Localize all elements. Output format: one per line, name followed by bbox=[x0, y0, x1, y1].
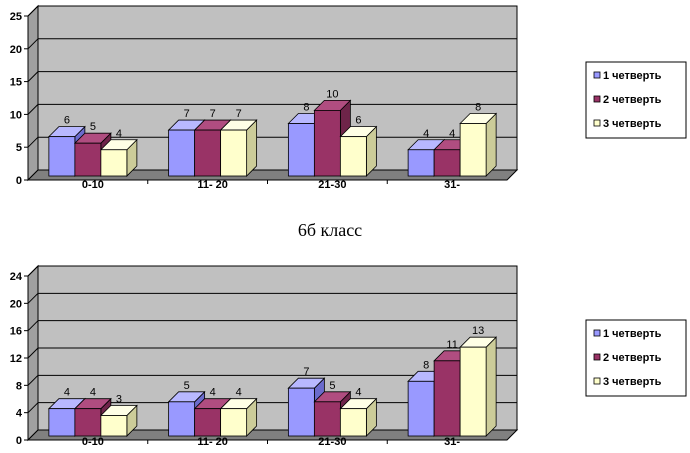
data-label: 7 bbox=[236, 108, 242, 120]
bar bbox=[287, 377, 326, 437]
data-label: 7 bbox=[303, 366, 309, 378]
gridline-side bbox=[27, 347, 39, 359]
y-tick-label: 20 bbox=[10, 44, 22, 56]
y-tick-label: 15 bbox=[10, 77, 22, 89]
legend-swatch bbox=[593, 377, 601, 385]
legend: 1 четверть 2 четверть 3 четверть bbox=[585, 319, 687, 397]
x-tick-label: 11- 20 bbox=[197, 179, 228, 191]
legend-label: 1 четверть bbox=[603, 70, 662, 82]
data-label: 4 bbox=[236, 387, 242, 399]
x-tick-label: 0-10 bbox=[82, 179, 104, 191]
x-tick-label: 31- bbox=[444, 436, 460, 448]
legend-label: 2 четверть bbox=[603, 352, 662, 364]
x-tick-label: 31- bbox=[444, 179, 460, 191]
bar bbox=[339, 125, 378, 177]
legend-swatch bbox=[593, 119, 601, 127]
y-tick-label: 10 bbox=[10, 109, 22, 121]
bar bbox=[219, 397, 258, 437]
chart-bottom: 0 4 8 12 16 20 24 4 4 3 0-10 5 4 4 11- 20 7 5 4 21-30 8 11 13… bbox=[10, 264, 687, 448]
bar bbox=[99, 404, 138, 437]
data-label: 4 bbox=[116, 128, 122, 140]
gridline-side bbox=[27, 402, 39, 414]
data-label: 7 bbox=[210, 108, 216, 120]
data-label: 10 bbox=[326, 88, 338, 100]
bar bbox=[459, 336, 498, 437]
gridline-side bbox=[27, 320, 39, 332]
x-tick-label: 21-30 bbox=[318, 179, 346, 191]
legend-label: 2 четверть bbox=[603, 94, 662, 106]
data-label: 6 bbox=[355, 115, 361, 127]
data-label: 8 bbox=[423, 359, 429, 371]
y-tick-label: 16 bbox=[10, 326, 22, 338]
x-tick-label: 0-10 bbox=[82, 436, 104, 448]
data-label: 4 bbox=[355, 387, 361, 399]
data-label: 6 bbox=[64, 115, 70, 127]
legend-label: 1 четверть bbox=[603, 328, 662, 340]
y-tick-label: 25 bbox=[10, 11, 22, 23]
gridline-side bbox=[27, 38, 39, 50]
data-label: 5 bbox=[329, 380, 335, 392]
plot-floor bbox=[26, 169, 519, 181]
data-label: 4 bbox=[64, 387, 70, 399]
legend-label: 3 четверть bbox=[603, 376, 662, 388]
legend-label: 3 четверть bbox=[603, 118, 662, 130]
gridline-side bbox=[27, 265, 39, 277]
x-tick-label: 11- 20 bbox=[197, 436, 228, 448]
data-label: 5 bbox=[184, 380, 190, 392]
bar bbox=[459, 112, 498, 177]
gridline-side bbox=[27, 374, 39, 386]
chart-top: 0 5 10 15 20 25 6 5 4 0-10 7 7 7 11- 20 8 10 6 21-30 4 4 8 31… bbox=[10, 4, 687, 191]
bar bbox=[219, 119, 258, 177]
gridline-side bbox=[27, 5, 39, 17]
data-label: 4 bbox=[210, 387, 216, 399]
chart-caption: 6б класс bbox=[298, 220, 362, 240]
gridline-side bbox=[27, 292, 39, 304]
data-label: 8 bbox=[303, 102, 309, 114]
gridline-side bbox=[27, 104, 39, 115]
y-tick-label: 0 bbox=[16, 175, 22, 187]
legend-swatch bbox=[593, 95, 601, 103]
legend-swatch bbox=[593, 329, 601, 337]
data-label: 11 bbox=[446, 339, 457, 351]
gridline-side bbox=[27, 71, 39, 82]
data-label: 4 bbox=[90, 387, 96, 399]
data-label: 8 bbox=[475, 102, 481, 114]
bar bbox=[99, 138, 138, 177]
data-label: 7 bbox=[184, 108, 190, 120]
gridline-side bbox=[27, 136, 39, 148]
y-tick-label: 24 bbox=[10, 271, 23, 283]
bar bbox=[339, 397, 378, 437]
data-label: 4 bbox=[449, 128, 455, 140]
data-label: 5 bbox=[90, 121, 96, 133]
y-tick-label: 8 bbox=[16, 380, 22, 392]
y-tick-label: 20 bbox=[10, 298, 22, 310]
y-tick-label: 12 bbox=[10, 353, 22, 365]
y-tick-label: 0 bbox=[16, 435, 22, 447]
legend-swatch bbox=[593, 71, 601, 79]
y-tick-label: 4 bbox=[16, 408, 23, 420]
plot-side-wall bbox=[27, 4, 39, 182]
legend-swatch bbox=[593, 353, 601, 361]
data-label: 3 bbox=[116, 394, 122, 406]
x-tick-label: 21-30 bbox=[318, 436, 346, 448]
data-label: 4 bbox=[423, 128, 429, 140]
legend: 1 четверть 2 четверть 3 четверть bbox=[585, 61, 687, 139]
plot-floor bbox=[26, 429, 519, 441]
data-label: 13 bbox=[472, 325, 484, 337]
y-tick-label: 5 bbox=[16, 142, 22, 154]
